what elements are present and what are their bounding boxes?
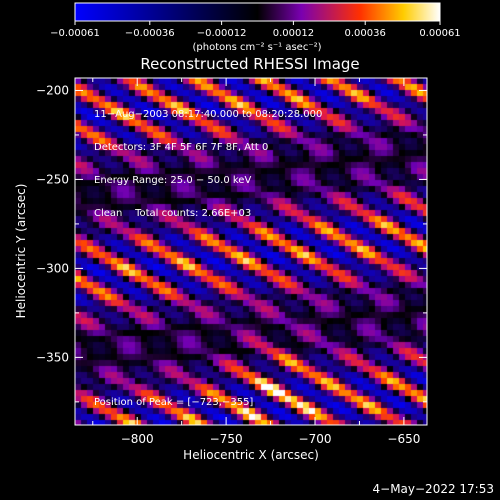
- x-tick-label: −650: [387, 432, 420, 446]
- annotation-line-counts: Clean Total counts: 2.66E+03: [94, 208, 252, 219]
- colorbar-tick-label: −0.00012: [197, 28, 247, 39]
- colorbar-tick-label: 0.00012: [273, 28, 314, 39]
- heatmap-image: [75, 78, 427, 425]
- colorbar-unit-label: (photons cm⁻² s⁻¹ asec⁻²): [192, 42, 321, 53]
- footer-date: 4−May−2022 17:53: [372, 482, 495, 496]
- x-axis-label: Heliocentric X (arcsec): [183, 448, 319, 462]
- y-tick-label: −300: [36, 261, 69, 275]
- colorbar-tick-label: −0.00036: [125, 28, 175, 39]
- annotation-line-time: 11−Aug−2003 08:17:40.000 to 08:20:28.000: [94, 109, 323, 120]
- annotation-line-energy: Energy Range: 25.0 − 50.0 keV: [94, 175, 252, 186]
- y-axis-label: Heliocentric Y (arcsec): [14, 184, 28, 319]
- colorbar-ticks: −0.00061 −0.00036 −0.00012 0.00012 0.00036 0.…: [50, 21, 461, 39]
- colorbar: [74, 2, 441, 22]
- y-tick-label: −350: [36, 350, 69, 364]
- chart-title: Reconstructed RHESSI Image: [140, 55, 359, 73]
- plot-frame: [74, 77, 428, 426]
- x-tick-label: −750: [210, 432, 243, 446]
- y-tick-label: −200: [36, 83, 69, 97]
- annotation-block: 11−Aug−2003 08:17:40.000 to 08:20:28.000…: [94, 87, 322, 230]
- x-tick-label: −800: [121, 432, 154, 446]
- y-tick-label: −250: [36, 172, 69, 186]
- colorbar-tick-label: 0.00061: [419, 28, 460, 39]
- colorbar-tick-label: 0.00036: [345, 28, 386, 39]
- annotation-line-detectors: Detectors: 3F 4F 5F 6F 7F 8F, Att 0: [94, 142, 269, 153]
- x-tick-label: −700: [299, 432, 332, 446]
- peak-position-label: Position of Peak = [−723,−355]: [94, 397, 254, 408]
- colorbar-tick-label: −0.00061: [50, 28, 100, 39]
- axis-ticks: −800 −750 −700 −650 −200 −250 −300 −350: [36, 78, 427, 446]
